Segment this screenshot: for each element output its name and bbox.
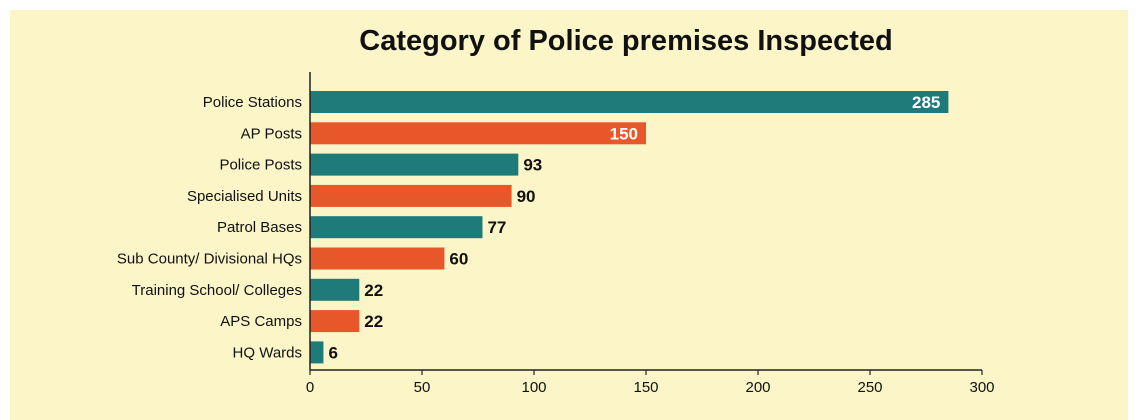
x-tick-label: 150 (633, 379, 658, 396)
data-label: 6 (328, 343, 337, 362)
data-label: 77 (487, 218, 506, 237)
x-tick-label: 100 (521, 379, 546, 396)
bar (310, 216, 483, 239)
category-label: Training School/ Colleges (132, 282, 302, 299)
chart-panel: Category of Police premises Inspected Po… (10, 10, 1128, 420)
category-label: Patrol Bases (217, 219, 302, 236)
data-label: 22 (364, 312, 383, 331)
category-label: APS Camps (220, 313, 302, 330)
bar (310, 122, 646, 145)
bar-chart: Category of Police premises Inspected Po… (117, 25, 995, 396)
x-tick-label: 250 (857, 379, 882, 396)
category-label: Specialised Units (187, 188, 302, 205)
data-label: 150 (610, 124, 638, 143)
category-label: AP Posts (241, 125, 302, 142)
data-label: 285 (912, 93, 940, 112)
x-tick-label: 300 (969, 379, 994, 396)
x-tick-label: 200 (745, 379, 770, 396)
data-label: 60 (449, 250, 468, 269)
bar (310, 310, 360, 333)
x-tick-label: 0 (306, 379, 314, 396)
bar (310, 247, 445, 270)
bar (310, 153, 519, 176)
data-label: 90 (517, 187, 536, 206)
bars-layer: Police Stations 285 AP Posts 150 Police Post… (117, 91, 949, 364)
bar (310, 184, 512, 207)
chart-title: Category of Police premises Inspected (359, 25, 892, 57)
category-label: Sub County/ Divisional HQs (117, 251, 302, 268)
category-label: HQ Wards (233, 344, 302, 361)
category-label: Police Stations (203, 94, 302, 111)
x-tick-label: 50 (414, 379, 431, 396)
data-label: 93 (523, 156, 542, 175)
bar (310, 278, 360, 301)
bar (310, 91, 949, 113)
data-label: 22 (364, 281, 383, 300)
bar (310, 341, 324, 364)
category-label: Police Posts (219, 157, 302, 174)
axis-layer: 0 50 100 150 200 250 300 (306, 72, 995, 396)
